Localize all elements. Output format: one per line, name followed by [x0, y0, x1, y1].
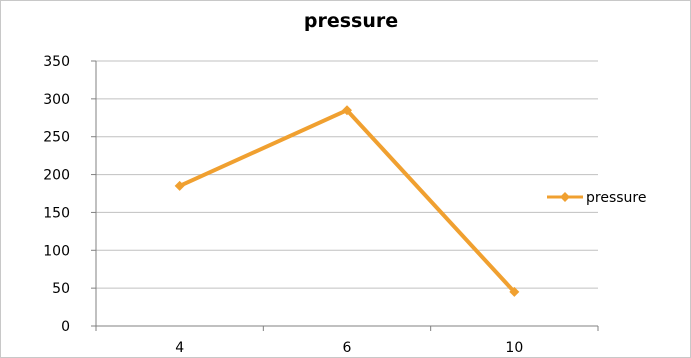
y-tick-label: 100	[43, 243, 70, 259]
data-point	[342, 105, 352, 116]
y-tick-label: 250	[43, 130, 70, 146]
legend: pressure	[547, 190, 646, 206]
y-tick-label: 300	[43, 92, 70, 108]
gridlines	[96, 60, 598, 289]
series-layer	[174, 105, 520, 297]
tick-labels: 0 50 100 150 200 250 300 350 4 6 10	[43, 54, 523, 356]
axes	[91, 60, 599, 331]
y-tick-label: 350	[43, 54, 70, 70]
series-line	[177, 108, 517, 294]
x-tick-label: 4	[175, 340, 184, 356]
data-point	[509, 286, 520, 297]
legend-label: pressure	[586, 190, 646, 206]
x-tick-label: 6	[343, 340, 352, 356]
x-tick-label: 10	[505, 340, 523, 356]
legend-marker	[560, 192, 570, 202]
y-tick-label: 0	[61, 319, 70, 335]
y-tick-label: 50	[52, 281, 70, 297]
y-tick-label: 200	[43, 168, 70, 184]
data-point	[174, 180, 185, 191]
chart-title: pressure	[304, 10, 398, 32]
y-tick-label: 150	[43, 205, 70, 221]
